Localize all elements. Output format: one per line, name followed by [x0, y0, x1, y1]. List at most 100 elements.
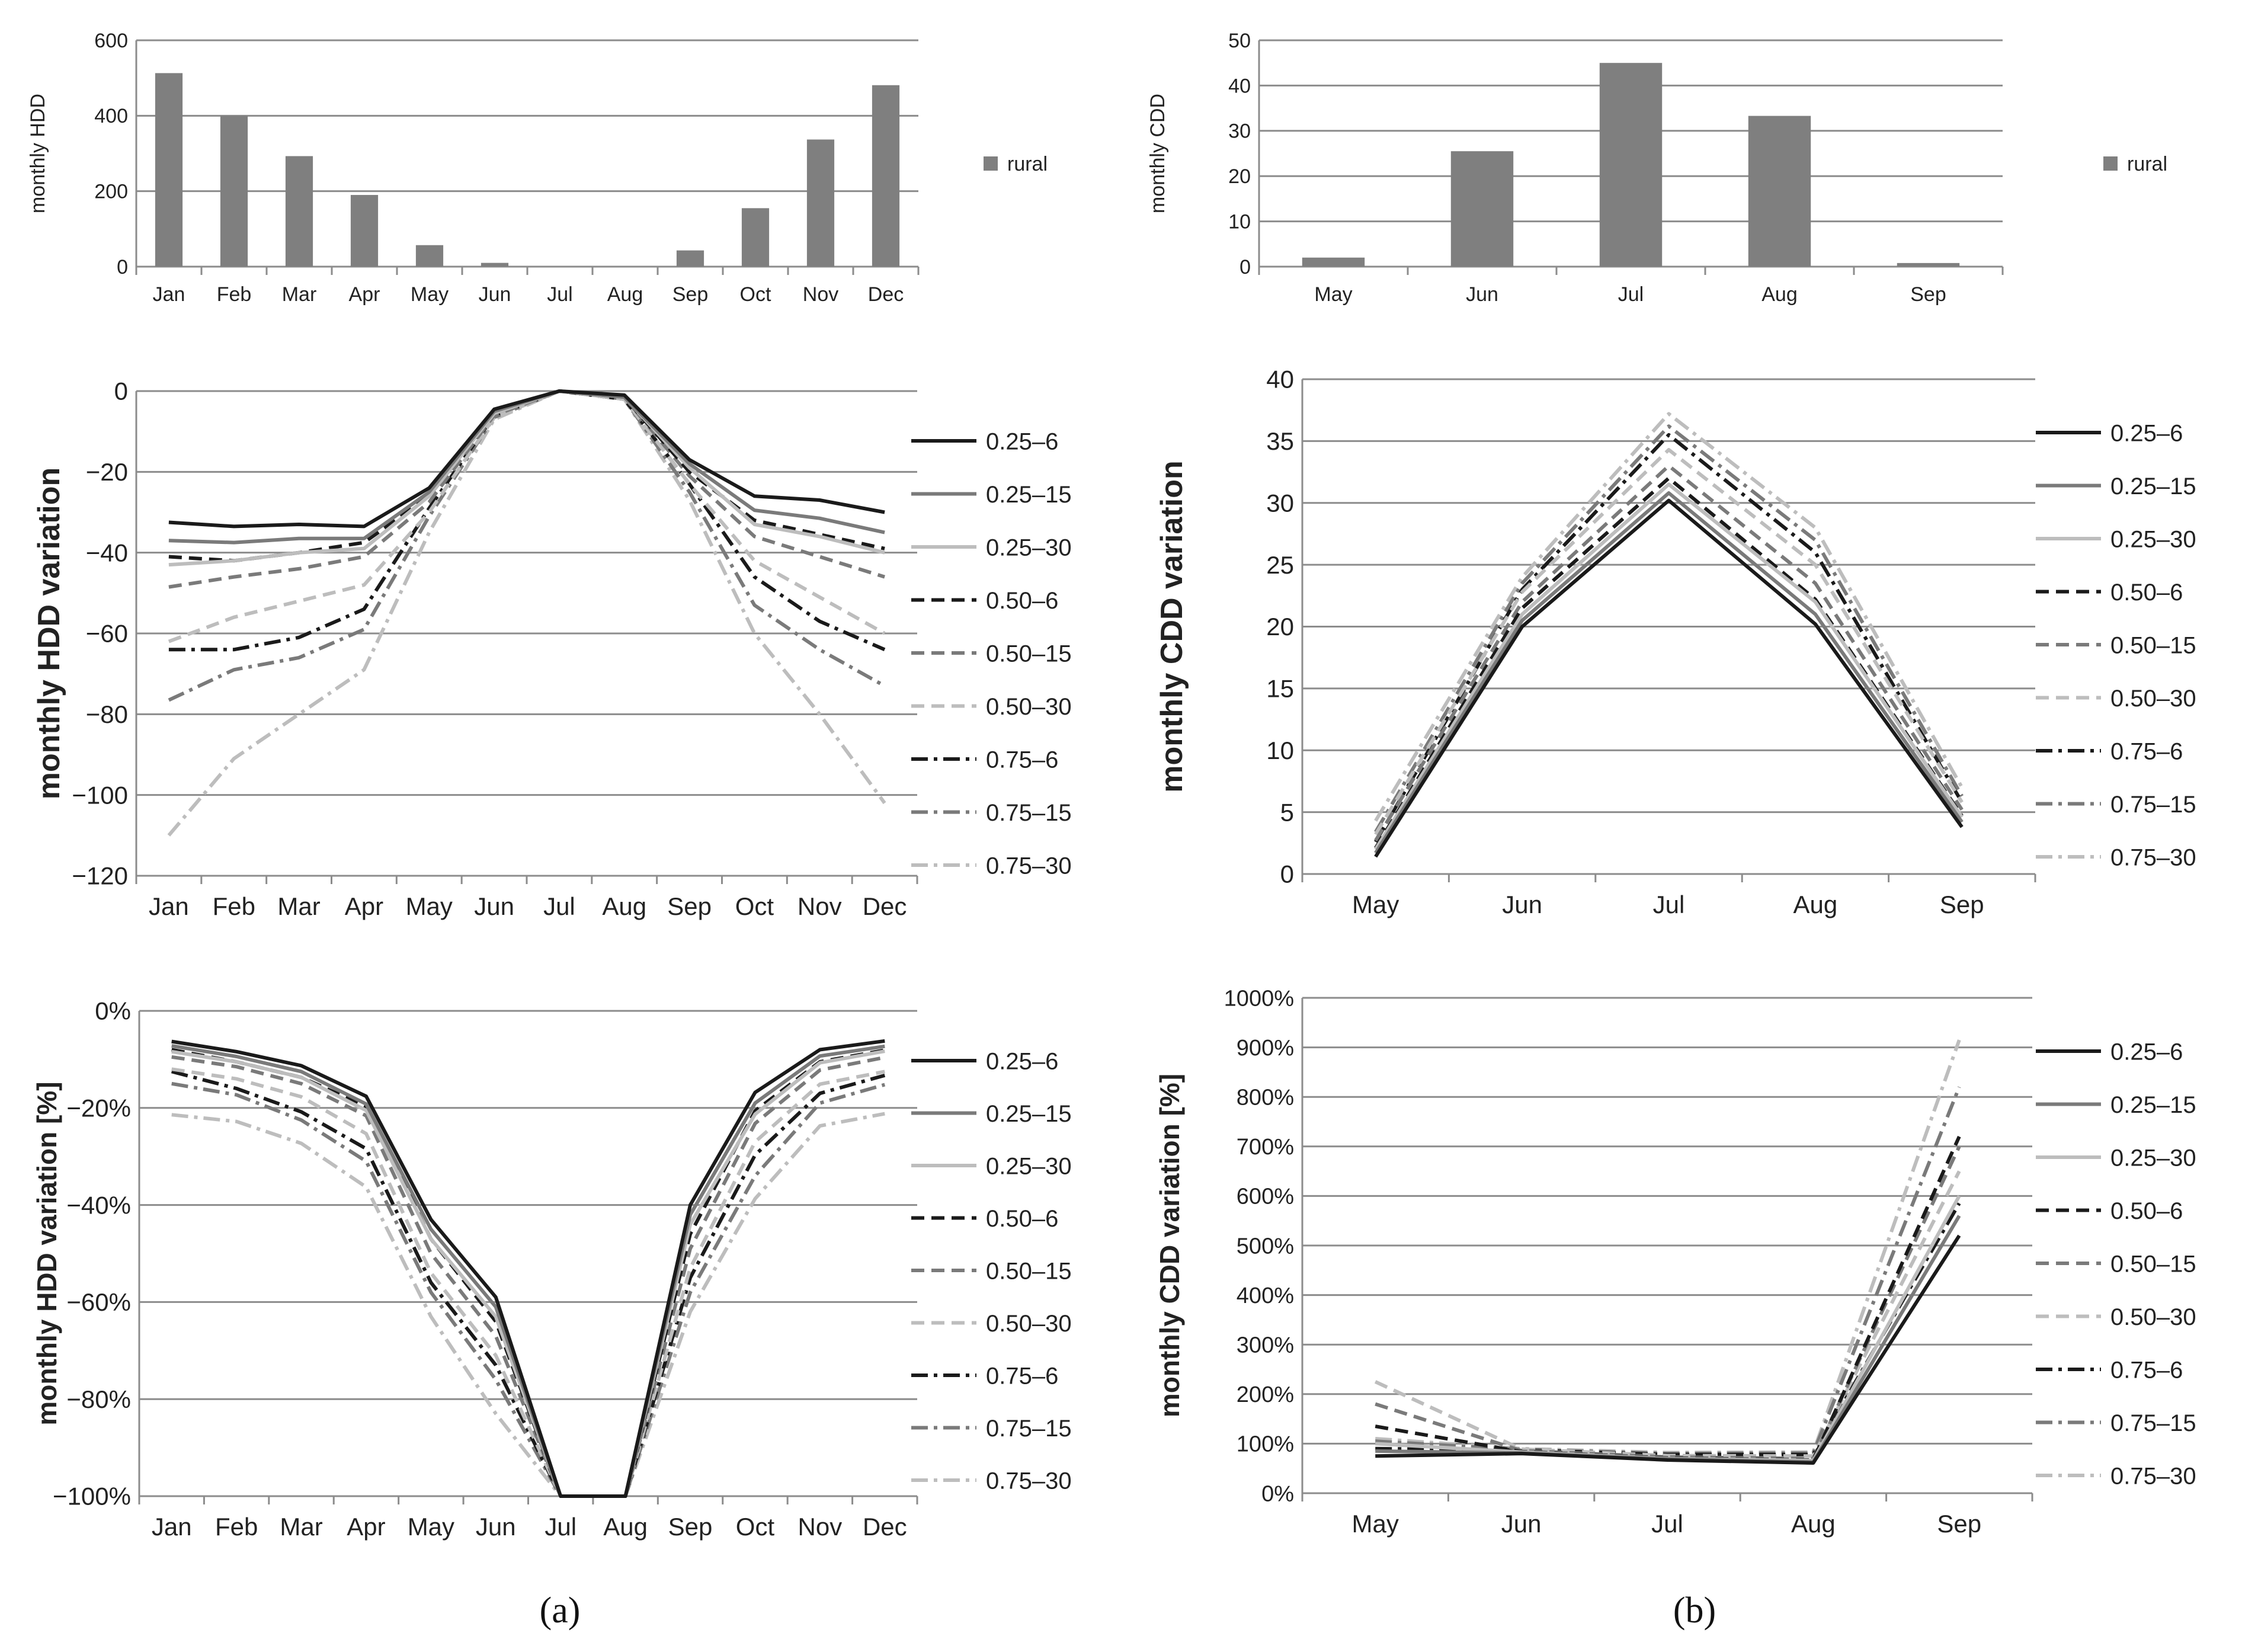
bar-mar [285, 156, 313, 267]
y-tick-label: 900% [1237, 1036, 1294, 1061]
x-tick-label: Nov [803, 283, 838, 306]
y-tick-label: 500% [1237, 1234, 1294, 1259]
x-tick-label: Aug [1791, 1510, 1836, 1538]
y-axis-title: monthly CDD [1146, 94, 1169, 213]
x-tick-label: Jul [1653, 891, 1685, 918]
y-tick-label: 400% [1237, 1283, 1294, 1308]
series-line-0-25-6 [1375, 1234, 1961, 1465]
series-line-0-75-15 [1374, 424, 1964, 833]
legend-label: 0.25–15 [2110, 473, 2196, 500]
series-line-0-75-6 [1375, 1202, 1961, 1456]
bar-aug [1748, 116, 1811, 267]
chart-monthly-cdd-variation-percent: 0% 100% 200% 300% 400% 500% 600% 700% 800% 900% 10… [1154, 986, 2196, 1538]
x-tick-label: Jun [1466, 283, 1498, 306]
series-line-0-50-30 [171, 1067, 885, 1498]
y-tick-label: 5 [1280, 798, 1294, 826]
y-tick-label: 40 [1266, 366, 1294, 393]
legend-label: 0.25–30 [986, 534, 1072, 561]
x-tick-label: Oct [736, 1513, 775, 1541]
x-tick-label: Sep [668, 1513, 713, 1541]
legend-label: 0.50–6 [986, 1206, 1058, 1232]
x-tick-label: Sep [1940, 891, 1984, 918]
x-tick-label: Sep [1910, 283, 1946, 306]
y-tick-label: 10 [1228, 211, 1251, 233]
series-line-0-50-6 [168, 389, 885, 563]
legend-label: 0.75–15 [986, 800, 1072, 826]
legend-label: 0.50–15 [2110, 632, 2196, 658]
series-line-0-75-30 [1374, 412, 1964, 822]
legend-label: 0.25–15 [986, 1101, 1072, 1127]
chart-monthly-cdd-bars: 0 10 20 30 40 50 May Jun Jul Aug Sep monthly CDD rur… [1146, 30, 2167, 306]
legend-label: 0.25–6 [986, 428, 1058, 454]
y-tick-label: −40% [66, 1191, 131, 1219]
y-tick-label: 25 [1266, 551, 1294, 579]
x-tick-label: Feb [215, 1513, 258, 1541]
y-axis-title: monthly HDD variation [%] [31, 1081, 62, 1425]
x-tick-label: Jan [152, 1513, 192, 1541]
x-tick-label: Jul [543, 892, 575, 920]
y-tick-label: −120 [72, 862, 128, 890]
x-tick-label: Jan [149, 892, 189, 920]
bar-dec [872, 85, 900, 267]
legend-label: 0.75–15 [2110, 1410, 2196, 1436]
y-tick-label: 600% [1237, 1184, 1294, 1209]
x-tick-label: Jun [479, 283, 511, 306]
x-tick-label: Jun [1502, 891, 1542, 918]
x-tick-label: Apr [347, 1513, 385, 1541]
legend-label: 0.75–6 [2110, 738, 2183, 764]
series-line-0-50-15 [171, 1055, 885, 1498]
x-tick-label: Aug [603, 1513, 648, 1541]
legend-label: 0.25–15 [2110, 1092, 2196, 1118]
x-tick-label: May [1352, 891, 1399, 918]
y-tick-label: 15 [1266, 675, 1294, 703]
y-tick-label: 30 [1228, 120, 1251, 143]
y-tick-label: −80% [66, 1385, 131, 1413]
y-tick-label: −40 [86, 539, 128, 566]
legend-label: 0.25–30 [2110, 526, 2196, 552]
series-line-0-75-6 [1374, 433, 1964, 843]
y-tick-label: 30 [1266, 489, 1294, 517]
legend-swatch-rural [2103, 156, 2118, 171]
series-line-0-25-15 [1374, 491, 1964, 854]
bar-may [415, 245, 444, 267]
x-tick-label: May [411, 283, 449, 306]
legend-label: 0.75–30 [2110, 1463, 2196, 1489]
series-line-0-50-30 [168, 389, 886, 643]
legend-label: 0.75–6 [986, 1363, 1058, 1389]
x-tick-label: Apr [345, 892, 383, 920]
legend-label: 0.25–15 [986, 482, 1072, 508]
y-axis-title: monthly CDD variation [1155, 460, 1189, 793]
chart-monthly-hdd-bars: 0 200 400 600 Jan Feb Mar Apr May Jun Jul Aug Sep Oct… [27, 30, 1048, 306]
x-tick-label: Mar [282, 283, 317, 306]
y-tick-label: −60% [66, 1288, 131, 1316]
series-line-0-25-6 [171, 1039, 885, 1498]
chart-monthly-hdd-variation-percent: −100% −80% −60% −40% −20% 0% Jan Feb Mar Apr May Ju… [31, 997, 1072, 1541]
series-line-0-50-15 [1374, 464, 1964, 842]
x-tick-label: Mar [280, 1513, 322, 1541]
bar-sep [1897, 262, 1960, 267]
y-tick-label: 600 [94, 30, 128, 52]
series-line-0-25-15 [1375, 1215, 1961, 1464]
y-tick-label: 50 [1228, 30, 1251, 52]
x-tick-label: Oct [735, 892, 774, 920]
y-tick-label: 200% [1237, 1382, 1294, 1407]
x-tick-label: Nov [798, 1513, 843, 1541]
legend-label-rural: rural [2127, 153, 2167, 175]
y-tick-label: 300% [1237, 1333, 1294, 1358]
y-tick-label: 10 [1266, 737, 1294, 764]
legend-label: 0.50–30 [986, 1311, 1072, 1337]
x-tick-label: Nov [797, 892, 842, 920]
y-axis-title: monthly HDD [27, 94, 49, 213]
bar-jun [1450, 151, 1514, 267]
legend-label: 0.50–6 [986, 588, 1058, 614]
y-tick-label: −20 [86, 458, 128, 486]
x-tick-label: May [408, 1513, 454, 1541]
legend-label: 0.75–30 [986, 853, 1072, 879]
y-tick-label: 0 [117, 256, 128, 278]
series-line-0-75-30 [167, 389, 886, 837]
legend-label: 0.50–15 [2110, 1251, 2196, 1277]
legend-swatch-rural [984, 156, 998, 171]
bar-feb [220, 116, 248, 267]
series-line-0-25-15 [168, 389, 885, 545]
legend-label: 0.50–15 [986, 641, 1072, 667]
